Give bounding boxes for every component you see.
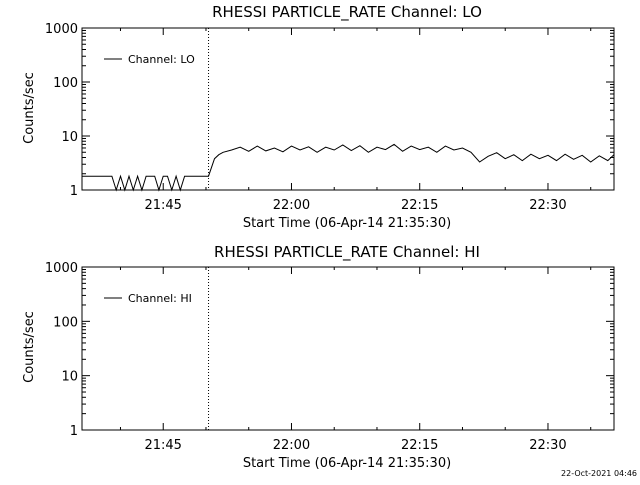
event-markers: SE [208, 28, 210, 190]
x-axis-label: Start Time (06-Apr-14 21:35:30) [243, 456, 451, 471]
x-tick-label: 21:45 [144, 198, 181, 213]
x-tick-label: 22:00 [273, 438, 310, 453]
legend-label: Channel: HI [128, 292, 192, 305]
y-axis-label: Counts/sec [22, 72, 37, 144]
x-tick-label: 22:30 [529, 438, 566, 453]
y-tick-label: 100 [53, 76, 78, 91]
x-tick-label: 22:30 [529, 198, 566, 213]
generation-timestamp: 22-Oct-2021 04:46 [561, 469, 637, 478]
x-tick-label: 22:15 [401, 198, 438, 213]
x-tick-label: 22:00 [273, 198, 310, 213]
plot-frame [81, 266, 615, 431]
chart-panel-lo: RHESSI PARTICLE_RATE Channel: LO Counts/… [22, 3, 615, 231]
event-markers: SE [208, 267, 210, 430]
plot-frame [81, 27, 615, 191]
legend: Channel: HI [104, 292, 192, 305]
axis-ticks: 21:4522:0022:1522:3022:4523:0023:1511010… [45, 22, 614, 213]
y-tick-label: 10 [61, 130, 78, 145]
x-tick-label: 22:15 [401, 438, 438, 453]
y-tick-label: 1 [70, 184, 78, 199]
y-tick-label: 10 [61, 370, 78, 385]
y-tick-label: 100 [53, 315, 78, 330]
x-axis-label: Start Time (06-Apr-14 21:35:30) [243, 216, 451, 231]
chart-title: RHESSI PARTICLE_RATE Channel: LO [212, 3, 482, 22]
y-tick-label: 1 [70, 424, 78, 439]
x-tick-label: 21:45 [144, 438, 181, 453]
chart-panel-hi: RHESSI PARTICLE_RATE Channel: HI Counts/… [22, 243, 615, 471]
y-tick-label: 1000 [45, 22, 78, 37]
axis-ticks: 21:4522:0022:1522:3022:4523:0023:1511010… [45, 261, 614, 453]
y-axis-label: Counts/sec [22, 311, 37, 383]
legend-label: Channel: LO [128, 53, 195, 66]
y-tick-label: 1000 [45, 261, 78, 276]
chart-title: RHESSI PARTICLE_RATE Channel: HI [214, 243, 480, 262]
legend: Channel: LO [104, 53, 195, 66]
